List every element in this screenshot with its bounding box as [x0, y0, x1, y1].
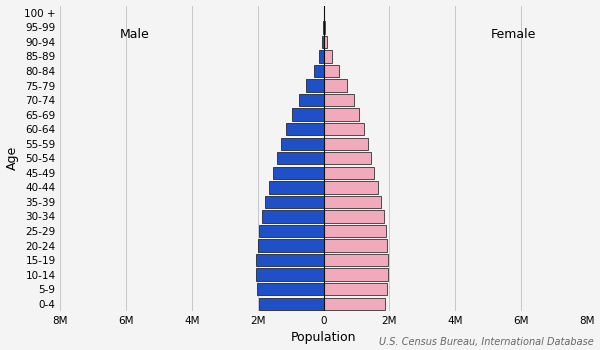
Bar: [323, 65, 339, 77]
Bar: [259, 225, 323, 237]
Bar: [323, 225, 386, 237]
Bar: [299, 94, 323, 106]
Bar: [319, 50, 323, 63]
Bar: [286, 123, 323, 135]
Bar: [323, 138, 368, 150]
Y-axis label: Age: Age: [5, 146, 19, 170]
Bar: [322, 36, 323, 48]
Bar: [323, 268, 388, 281]
Bar: [259, 298, 323, 310]
Bar: [323, 94, 354, 106]
Bar: [323, 239, 387, 252]
Bar: [323, 283, 387, 295]
Bar: [323, 50, 332, 63]
Bar: [257, 283, 323, 295]
Bar: [277, 152, 323, 164]
Bar: [273, 167, 323, 179]
Bar: [265, 196, 323, 208]
Bar: [323, 21, 325, 34]
Bar: [323, 108, 359, 121]
Bar: [323, 210, 384, 223]
Bar: [323, 152, 371, 164]
Bar: [307, 79, 323, 92]
Bar: [323, 181, 377, 194]
Bar: [281, 138, 323, 150]
Bar: [323, 79, 347, 92]
Bar: [292, 108, 323, 121]
Bar: [323, 123, 364, 135]
Text: Male: Male: [119, 28, 149, 41]
Bar: [258, 239, 323, 252]
Bar: [256, 268, 323, 281]
X-axis label: Population: Population: [291, 331, 356, 344]
Bar: [256, 254, 323, 266]
Text: Female: Female: [490, 28, 536, 41]
Text: U.S. Census Bureau, International Database: U.S. Census Bureau, International Databa…: [379, 336, 594, 346]
Bar: [323, 298, 385, 310]
Bar: [323, 254, 388, 266]
Bar: [323, 167, 374, 179]
Bar: [323, 196, 381, 208]
Bar: [314, 65, 323, 77]
Bar: [262, 210, 323, 223]
Bar: [269, 181, 323, 194]
Bar: [323, 36, 327, 48]
